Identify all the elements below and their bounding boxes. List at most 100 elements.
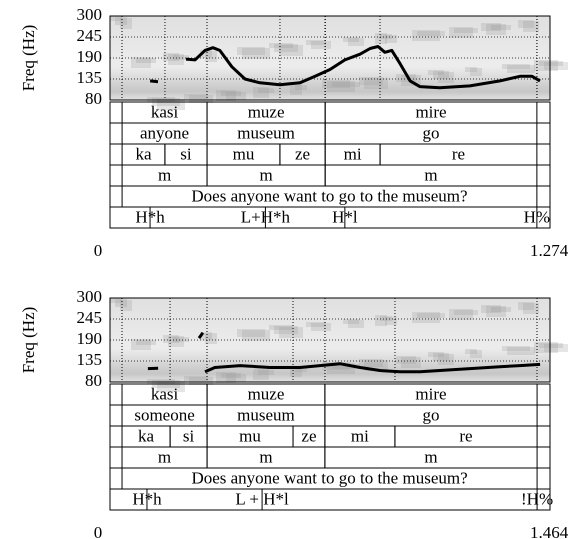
spectrogram-blob: [173, 337, 189, 342]
spectrogram-blob: [253, 369, 269, 380]
spectrogram-blob: [470, 68, 482, 76]
spectrogram-blob: [205, 333, 217, 344]
spectrogram-blob: [364, 78, 388, 89]
spectrogram-blob: [221, 373, 241, 378]
tier-label: mi: [351, 426, 369, 445]
spectrogram-blob: [184, 94, 208, 99]
spectrogram-blob: [523, 21, 539, 32]
spectrogram-blob: [115, 17, 127, 25]
spectrogram-blob: [449, 27, 473, 38]
spectrogram-blob: [364, 360, 388, 371]
y-tick-label: 300: [77, 287, 103, 306]
spectrogram-blob: [385, 35, 397, 43]
tier-label: ze: [301, 426, 316, 445]
spectrogram-blob: [518, 20, 534, 28]
tier-label: si: [183, 426, 195, 445]
spectrogram-blob: [412, 30, 440, 41]
spectrogram-blob: [279, 45, 303, 56]
spectrogram-blob: [327, 363, 355, 374]
spectrogram-blob: [242, 330, 270, 341]
spectrogram-blob: [311, 41, 331, 49]
spectrogram-blob: [269, 325, 293, 330]
spectrogram-blob: [507, 65, 535, 73]
tier-label: anyone: [140, 123, 189, 142]
spectrogram-blob: [306, 322, 326, 327]
y-tick-label: 245: [77, 308, 103, 327]
spectrogram-blob: [253, 87, 269, 98]
spectrogram-blob: [216, 90, 236, 101]
tier-label: m: [259, 447, 272, 466]
spectrogram-blob: [343, 319, 359, 324]
x-tick-label: 0: [94, 241, 103, 260]
spectrogram-blob: [279, 327, 303, 338]
tier-label: go: [422, 405, 439, 424]
spectrogram-blob: [258, 370, 274, 375]
spectrogram-blob: [311, 323, 331, 331]
tier-label: Does anyone want to go to the museum?: [191, 186, 467, 205]
tier-label: museum: [237, 405, 295, 424]
spectrogram-blob: [534, 342, 558, 353]
y-axis-label: Freq (Hz): [19, 25, 38, 92]
spectrogram-blob: [544, 344, 568, 352]
spectrogram-blob: [428, 70, 444, 75]
tier-label: mu: [233, 144, 255, 163]
spectrogram-blob: [380, 316, 392, 321]
spectrogram-blob: [110, 16, 122, 21]
tier-label: mi: [344, 144, 362, 163]
spectrogram-blob: [465, 349, 477, 354]
y-tick-label: 135: [77, 68, 103, 87]
spectrogram-blob: [375, 315, 387, 326]
spectrogram-blob: [120, 300, 132, 311]
tone-label: H%: [524, 207, 550, 226]
y-tick-label: 300: [77, 5, 103, 24]
spectrogram-blob: [332, 82, 360, 87]
spectrogram-blob: [120, 18, 132, 29]
spectrogram-blob: [115, 299, 127, 307]
spectrogram-blob: [168, 54, 184, 65]
spectrogram-blob: [322, 362, 350, 370]
spectrogram-blob: [306, 40, 326, 45]
x-tick-label: 0: [94, 523, 103, 539]
spectrogram-blob: [168, 336, 184, 347]
spectrogram-blob: [502, 346, 530, 351]
spectrogram-blob: [295, 367, 307, 372]
plot-frame: [109, 15, 551, 101]
tier-label: re: [459, 426, 472, 445]
spectrogram-blob: [433, 353, 449, 361]
spectrogram-blob: [189, 377, 213, 385]
spectrogram-blob: [189, 95, 213, 103]
tone-label: L + H*l: [235, 489, 289, 508]
spectrogram-blob: [110, 298, 122, 303]
spectrogram-blob: [348, 38, 364, 46]
spectrogram-blob: [486, 306, 506, 317]
spectrogram-blob: [274, 326, 298, 334]
tier-label: go: [423, 123, 440, 142]
spectrogram-blob: [380, 34, 392, 39]
spectrogram-blob: [401, 357, 421, 368]
tier-label: muze: [248, 384, 285, 403]
spectrogram-blob: [237, 329, 265, 337]
tone-label: H*l: [332, 207, 358, 226]
tier-label: ka: [138, 426, 155, 445]
spectrogram-blob: [481, 305, 501, 313]
spectrogram-blob: [290, 84, 302, 95]
spectrogram-blob: [417, 31, 445, 36]
spectrogram-blob: [205, 51, 217, 62]
spectrogram-blob: [322, 80, 350, 88]
tier-label: kasi: [151, 102, 179, 121]
spectrogram-blob: [412, 312, 440, 323]
spectrogram-blob: [136, 340, 156, 345]
spectrogram-blob: [200, 332, 212, 340]
y-tick-label: 135: [77, 350, 103, 369]
spectrogram-blob: [454, 28, 478, 33]
tier-label: m: [158, 165, 171, 184]
tier-label: kasi: [151, 384, 179, 403]
spectrogram-blob: [157, 381, 185, 392]
tier-label: museum: [237, 123, 295, 142]
spectrogram-blob: [502, 64, 530, 69]
spectrogram-blob: [258, 88, 274, 93]
tier-label: ka: [135, 144, 152, 163]
tone-label: L+H*h: [241, 207, 291, 226]
tier-label: Does anyone want to go to the museum?: [191, 468, 467, 487]
